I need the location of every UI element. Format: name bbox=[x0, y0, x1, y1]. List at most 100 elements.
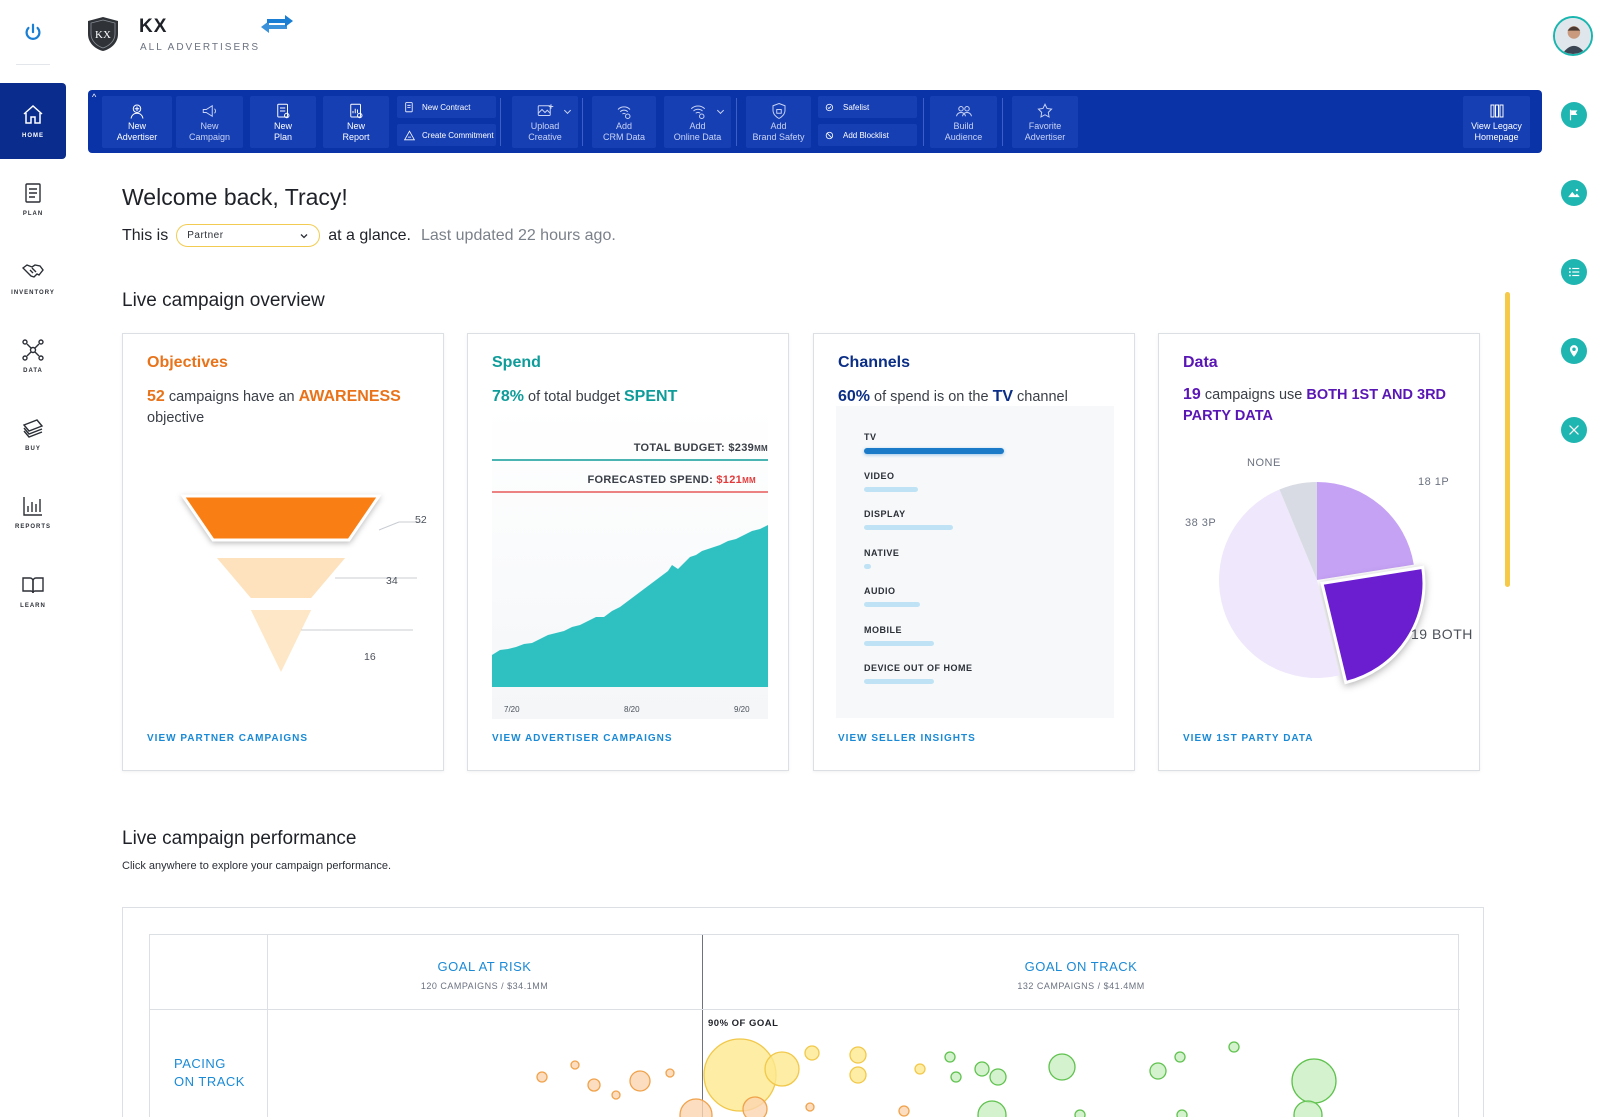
goal-at-risk-header[interactable]: GOAL AT RISK 120 CAMPAIGNS / $34.1MM bbox=[267, 959, 702, 991]
view-partner-campaigns-link[interactable]: VIEW PARTNER CAMPAIGNS bbox=[147, 733, 309, 744]
overview-title: Live campaign overview bbox=[122, 290, 325, 311]
nav-item-data[interactable]: DATA bbox=[0, 318, 66, 394]
megaphone-icon bbox=[202, 104, 216, 118]
nav-item-learn[interactable]: LEARN bbox=[0, 553, 66, 629]
funnel-label: 16 bbox=[364, 651, 376, 663]
channels-text-end: channel bbox=[1013, 389, 1068, 405]
campaign-bubble bbox=[1176, 1109, 1188, 1117]
tools-rail-button[interactable] bbox=[1561, 417, 1587, 443]
goal-at-risk-title: GOAL AT RISK bbox=[437, 959, 532, 974]
campaign-bubble bbox=[944, 1051, 956, 1063]
funnel-label: 34 bbox=[386, 575, 398, 587]
blocklist-icon bbox=[825, 131, 834, 139]
objectives-text-end: objective bbox=[147, 410, 205, 426]
favorite-advertiser-button[interactable]: Favorite Advertiser bbox=[1012, 96, 1078, 148]
funnel-label: 52 bbox=[415, 514, 427, 526]
performance-title: Live campaign performance bbox=[122, 828, 357, 849]
upload-creative-button[interactable]: Upload Creative bbox=[512, 96, 578, 148]
toolbar-label: CRM Data bbox=[602, 132, 645, 142]
add-brand-safety-button[interactable]: Add Brand Safety bbox=[746, 96, 811, 148]
swap-arrows-icon[interactable] bbox=[259, 12, 295, 36]
nav-label: DATA bbox=[23, 368, 43, 374]
pie-label-both: 19 BOTH bbox=[1411, 626, 1473, 642]
advertiser-scope: ALL ADVERTISERS bbox=[140, 42, 261, 53]
channel-bar bbox=[864, 448, 1004, 454]
book-icon bbox=[22, 577, 44, 594]
campaign-bubble bbox=[804, 1045, 820, 1061]
toolbar-divider bbox=[736, 98, 737, 146]
nav-label: INVENTORY bbox=[11, 290, 55, 296]
new-contract-button[interactable]: New Contract bbox=[397, 96, 496, 118]
image-rail-button[interactable] bbox=[1561, 180, 1587, 206]
brand-name: KX bbox=[139, 16, 168, 37]
nav-item-inventory[interactable]: INVENTORY bbox=[0, 240, 66, 316]
pie-slice bbox=[1219, 489, 1340, 678]
user-photo-icon bbox=[1555, 18, 1591, 54]
add-crm-data-button[interactable]: Add CRM Data bbox=[592, 96, 656, 148]
campaign-bubble bbox=[989, 1068, 1007, 1086]
channels-title: Channels bbox=[838, 354, 911, 371]
commitment-icon bbox=[403, 129, 416, 140]
channel-bar bbox=[864, 640, 934, 646]
view-seller-insights-link[interactable]: VIEW SELLER INSIGHTS bbox=[838, 733, 976, 744]
campaign-bubble bbox=[629, 1070, 651, 1092]
view-1st-party-data-link[interactable]: VIEW 1ST PARTY DATA bbox=[1183, 733, 1314, 744]
toolbar-label: Advertiser bbox=[116, 132, 158, 142]
goal-90-line bbox=[702, 935, 703, 1117]
goal-on-track-header[interactable]: GOAL ON TRACK 132 CAMPAIGNS / $41.4MM bbox=[702, 959, 1460, 991]
toolbar-label: Safelist bbox=[843, 102, 870, 112]
signal-plus-icon bbox=[617, 106, 631, 119]
flag-rail-button[interactable] bbox=[1561, 102, 1587, 128]
list-rail-button[interactable] bbox=[1561, 259, 1587, 285]
safelist-button[interactable]: Safelist bbox=[818, 96, 917, 118]
toolbar-label: New bbox=[200, 121, 219, 131]
power-icon[interactable] bbox=[22, 22, 44, 44]
data-text: campaigns use bbox=[1200, 387, 1307, 403]
data-card[interactable]: Data 19 campaigns use BOTH 1ST AND 3RD P… bbox=[1158, 333, 1480, 771]
new-plan-button[interactable]: New Plan bbox=[250, 96, 316, 148]
campaign-bubble bbox=[805, 1102, 815, 1112]
scrollbar-thumb[interactable] bbox=[1505, 292, 1510, 587]
goal-at-risk-sub: 120 CAMPAIGNS / $34.1MM bbox=[420, 981, 549, 991]
nav-item-reports[interactable]: REPORTS bbox=[0, 474, 66, 550]
new-report-button[interactable]: New Report bbox=[323, 96, 389, 148]
performance-panel[interactable]: GOAL AT RISK 120 CAMPAIGNS / $34.1MM GOA… bbox=[122, 907, 1484, 1117]
view-advertiser-campaigns-link[interactable]: VIEW ADVERTISER CAMPAIGNS bbox=[492, 733, 673, 744]
pie-label-1p: 18 1P bbox=[1418, 476, 1450, 488]
add-online-data-button[interactable]: Add Online Data bbox=[664, 96, 731, 148]
campaign-bubble bbox=[1174, 1051, 1186, 1063]
new-campaign-button[interactable]: New Campaign bbox=[176, 96, 243, 148]
tools-icon bbox=[1569, 425, 1579, 435]
performance-subtitle: Click anywhere to explore your campaign … bbox=[122, 860, 392, 872]
location-rail-button[interactable] bbox=[1561, 338, 1587, 364]
toolbar-divider bbox=[923, 98, 924, 146]
channels-card[interactable]: Channels 60% of spend is on the TV chann… bbox=[813, 333, 1135, 771]
collapse-toolbar-icon[interactable]: ^ bbox=[92, 92, 97, 102]
toolbar-divider bbox=[500, 98, 501, 146]
add-blocklist-button[interactable]: Add Blocklist bbox=[818, 124, 917, 146]
channels-pct: 60% bbox=[838, 388, 871, 405]
create-commitment-button[interactable]: Create Commitment bbox=[397, 124, 496, 146]
shield-lock-icon bbox=[772, 102, 785, 120]
channels-highlight: TV bbox=[992, 388, 1014, 405]
view-selector[interactable]: Partner bbox=[176, 224, 321, 247]
data-count: 19 bbox=[1183, 386, 1201, 403]
toolbar-label: Favorite bbox=[1028, 121, 1062, 131]
data-title: Data bbox=[1183, 354, 1218, 371]
nav-item-buy[interactable]: BUY bbox=[0, 396, 66, 472]
new-advertiser-button[interactable]: New Advertiser bbox=[102, 96, 172, 148]
objectives-card[interactable]: Objectives 52 campaigns have an AWARENES… bbox=[122, 333, 444, 771]
nav-item-plan[interactable]: PLAN bbox=[0, 161, 66, 237]
channels-text: of spend is on the bbox=[870, 389, 993, 405]
spend-card[interactable]: Spend 78% of total budget SPENT TOTAL BU… bbox=[467, 333, 789, 771]
nav-item-home[interactable]: HOME bbox=[0, 83, 66, 159]
toolbar-label: Campaign bbox=[188, 132, 231, 142]
campaign-bubble bbox=[849, 1066, 867, 1084]
build-audience-button[interactable]: Build Audience bbox=[930, 96, 997, 148]
campaign-bubble-chart[interactable] bbox=[150, 935, 1460, 1117]
total-budget-label: TOTAL BUDGET: $239MM bbox=[633, 442, 768, 454]
view-legacy-homepage-button[interactable]: View Legacy Homepage bbox=[1463, 96, 1530, 148]
user-avatar[interactable] bbox=[1553, 16, 1593, 56]
objectives-highlight: AWARENESS bbox=[298, 388, 401, 405]
toolbar-label: Upload bbox=[530, 121, 560, 131]
